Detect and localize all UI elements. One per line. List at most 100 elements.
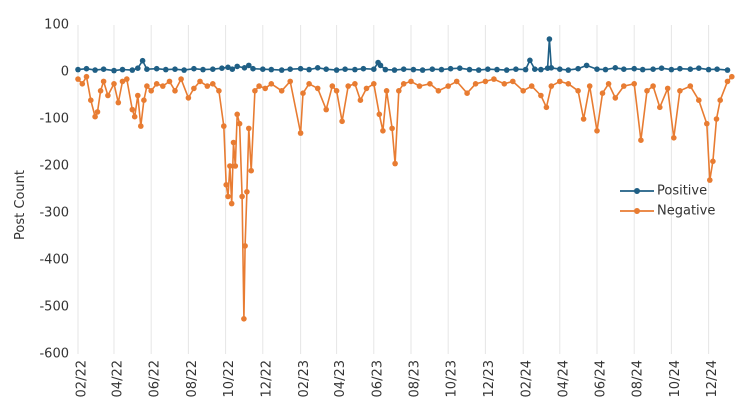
data-point (707, 177, 713, 183)
data-point (400, 81, 407, 87)
data-point (677, 88, 683, 94)
y-tick-label: -500 (39, 300, 69, 315)
data-point (380, 128, 386, 134)
data-point (557, 78, 563, 85)
data-point (528, 83, 535, 89)
data-point (111, 67, 117, 74)
data-point (248, 167, 254, 174)
data-point (181, 67, 187, 73)
data-point (135, 92, 141, 99)
data-point (520, 88, 526, 94)
data-point (100, 66, 107, 72)
data-point (447, 65, 454, 72)
data-point (464, 90, 470, 96)
data-point (419, 67, 426, 73)
data-point (429, 66, 436, 72)
data-point (105, 92, 111, 99)
data-point (185, 95, 192, 101)
data-point (172, 66, 178, 72)
data-point (396, 88, 402, 94)
data-point (124, 76, 130, 82)
data-point (234, 111, 240, 118)
data-point (485, 66, 491, 72)
data-point (260, 66, 266, 72)
series-layer (75, 36, 735, 322)
series-line (77, 38, 728, 72)
data-point (119, 78, 126, 85)
data-point (141, 97, 147, 103)
x-tick-label: 10/24 (668, 360, 683, 397)
data-point (714, 66, 720, 72)
data-point (242, 243, 248, 249)
data-point (466, 66, 473, 73)
data-point (538, 66, 544, 73)
data-point (314, 65, 321, 71)
data-point (389, 125, 395, 132)
x-tick-label: 08/24 (631, 360, 646, 397)
y-tick-label: -600 (39, 347, 69, 362)
data-point (696, 97, 702, 103)
data-point (333, 67, 340, 73)
data-point (287, 78, 294, 85)
data-point (639, 66, 646, 73)
data-point (391, 67, 398, 73)
data-point (376, 111, 383, 118)
data-point (377, 62, 384, 69)
data-point (178, 76, 184, 82)
data-point (543, 104, 550, 111)
data-point (650, 66, 656, 72)
data-point (144, 66, 150, 72)
grid (77, 25, 710, 354)
data-point (191, 65, 197, 72)
data-point (163, 66, 169, 73)
x-tick-label: 10/23 (445, 360, 460, 397)
data-point (687, 66, 694, 72)
data-point (717, 97, 723, 103)
data-point (657, 104, 663, 111)
data-point (687, 83, 694, 89)
data-point (605, 81, 612, 87)
x-tick-label: 04/23 (333, 360, 348, 397)
data-point (115, 99, 122, 106)
data-point (129, 67, 136, 73)
data-point (621, 66, 627, 72)
data-point (513, 66, 519, 72)
data-point (100, 78, 107, 85)
data-point (548, 65, 555, 71)
data-point (287, 66, 294, 72)
data-point (191, 85, 197, 92)
legend-label: Positive (657, 184, 707, 199)
data-point (92, 67, 98, 73)
data-point (352, 81, 358, 87)
data-point (658, 65, 665, 71)
data-point (575, 88, 581, 94)
data-point (333, 88, 340, 94)
data-point (246, 125, 252, 132)
data-point (223, 182, 229, 188)
data-point (612, 95, 619, 101)
data-point (538, 92, 544, 99)
data-point (704, 120, 710, 127)
data-point (94, 109, 101, 115)
data-point (491, 76, 497, 82)
data-point (241, 65, 248, 71)
data-point (339, 118, 345, 125)
data-point (278, 67, 285, 73)
data-point (383, 88, 390, 94)
x-tick-label: 04/24 (556, 360, 571, 397)
series-positive (75, 36, 731, 74)
x-tick-label: 02/24 (520, 360, 535, 397)
data-point (445, 83, 452, 89)
data-point (229, 66, 236, 72)
data-point (594, 128, 600, 134)
x-tick-label: 12/24 (705, 360, 720, 397)
data-point (416, 83, 423, 89)
data-point (494, 66, 500, 73)
data-point (119, 66, 126, 73)
data-point (400, 66, 407, 72)
y-tick-label: 100 (44, 18, 69, 33)
data-point (323, 106, 330, 113)
data-point (671, 135, 677, 141)
x-tick-label: 04/22 (110, 360, 125, 397)
data-point (599, 90, 606, 96)
